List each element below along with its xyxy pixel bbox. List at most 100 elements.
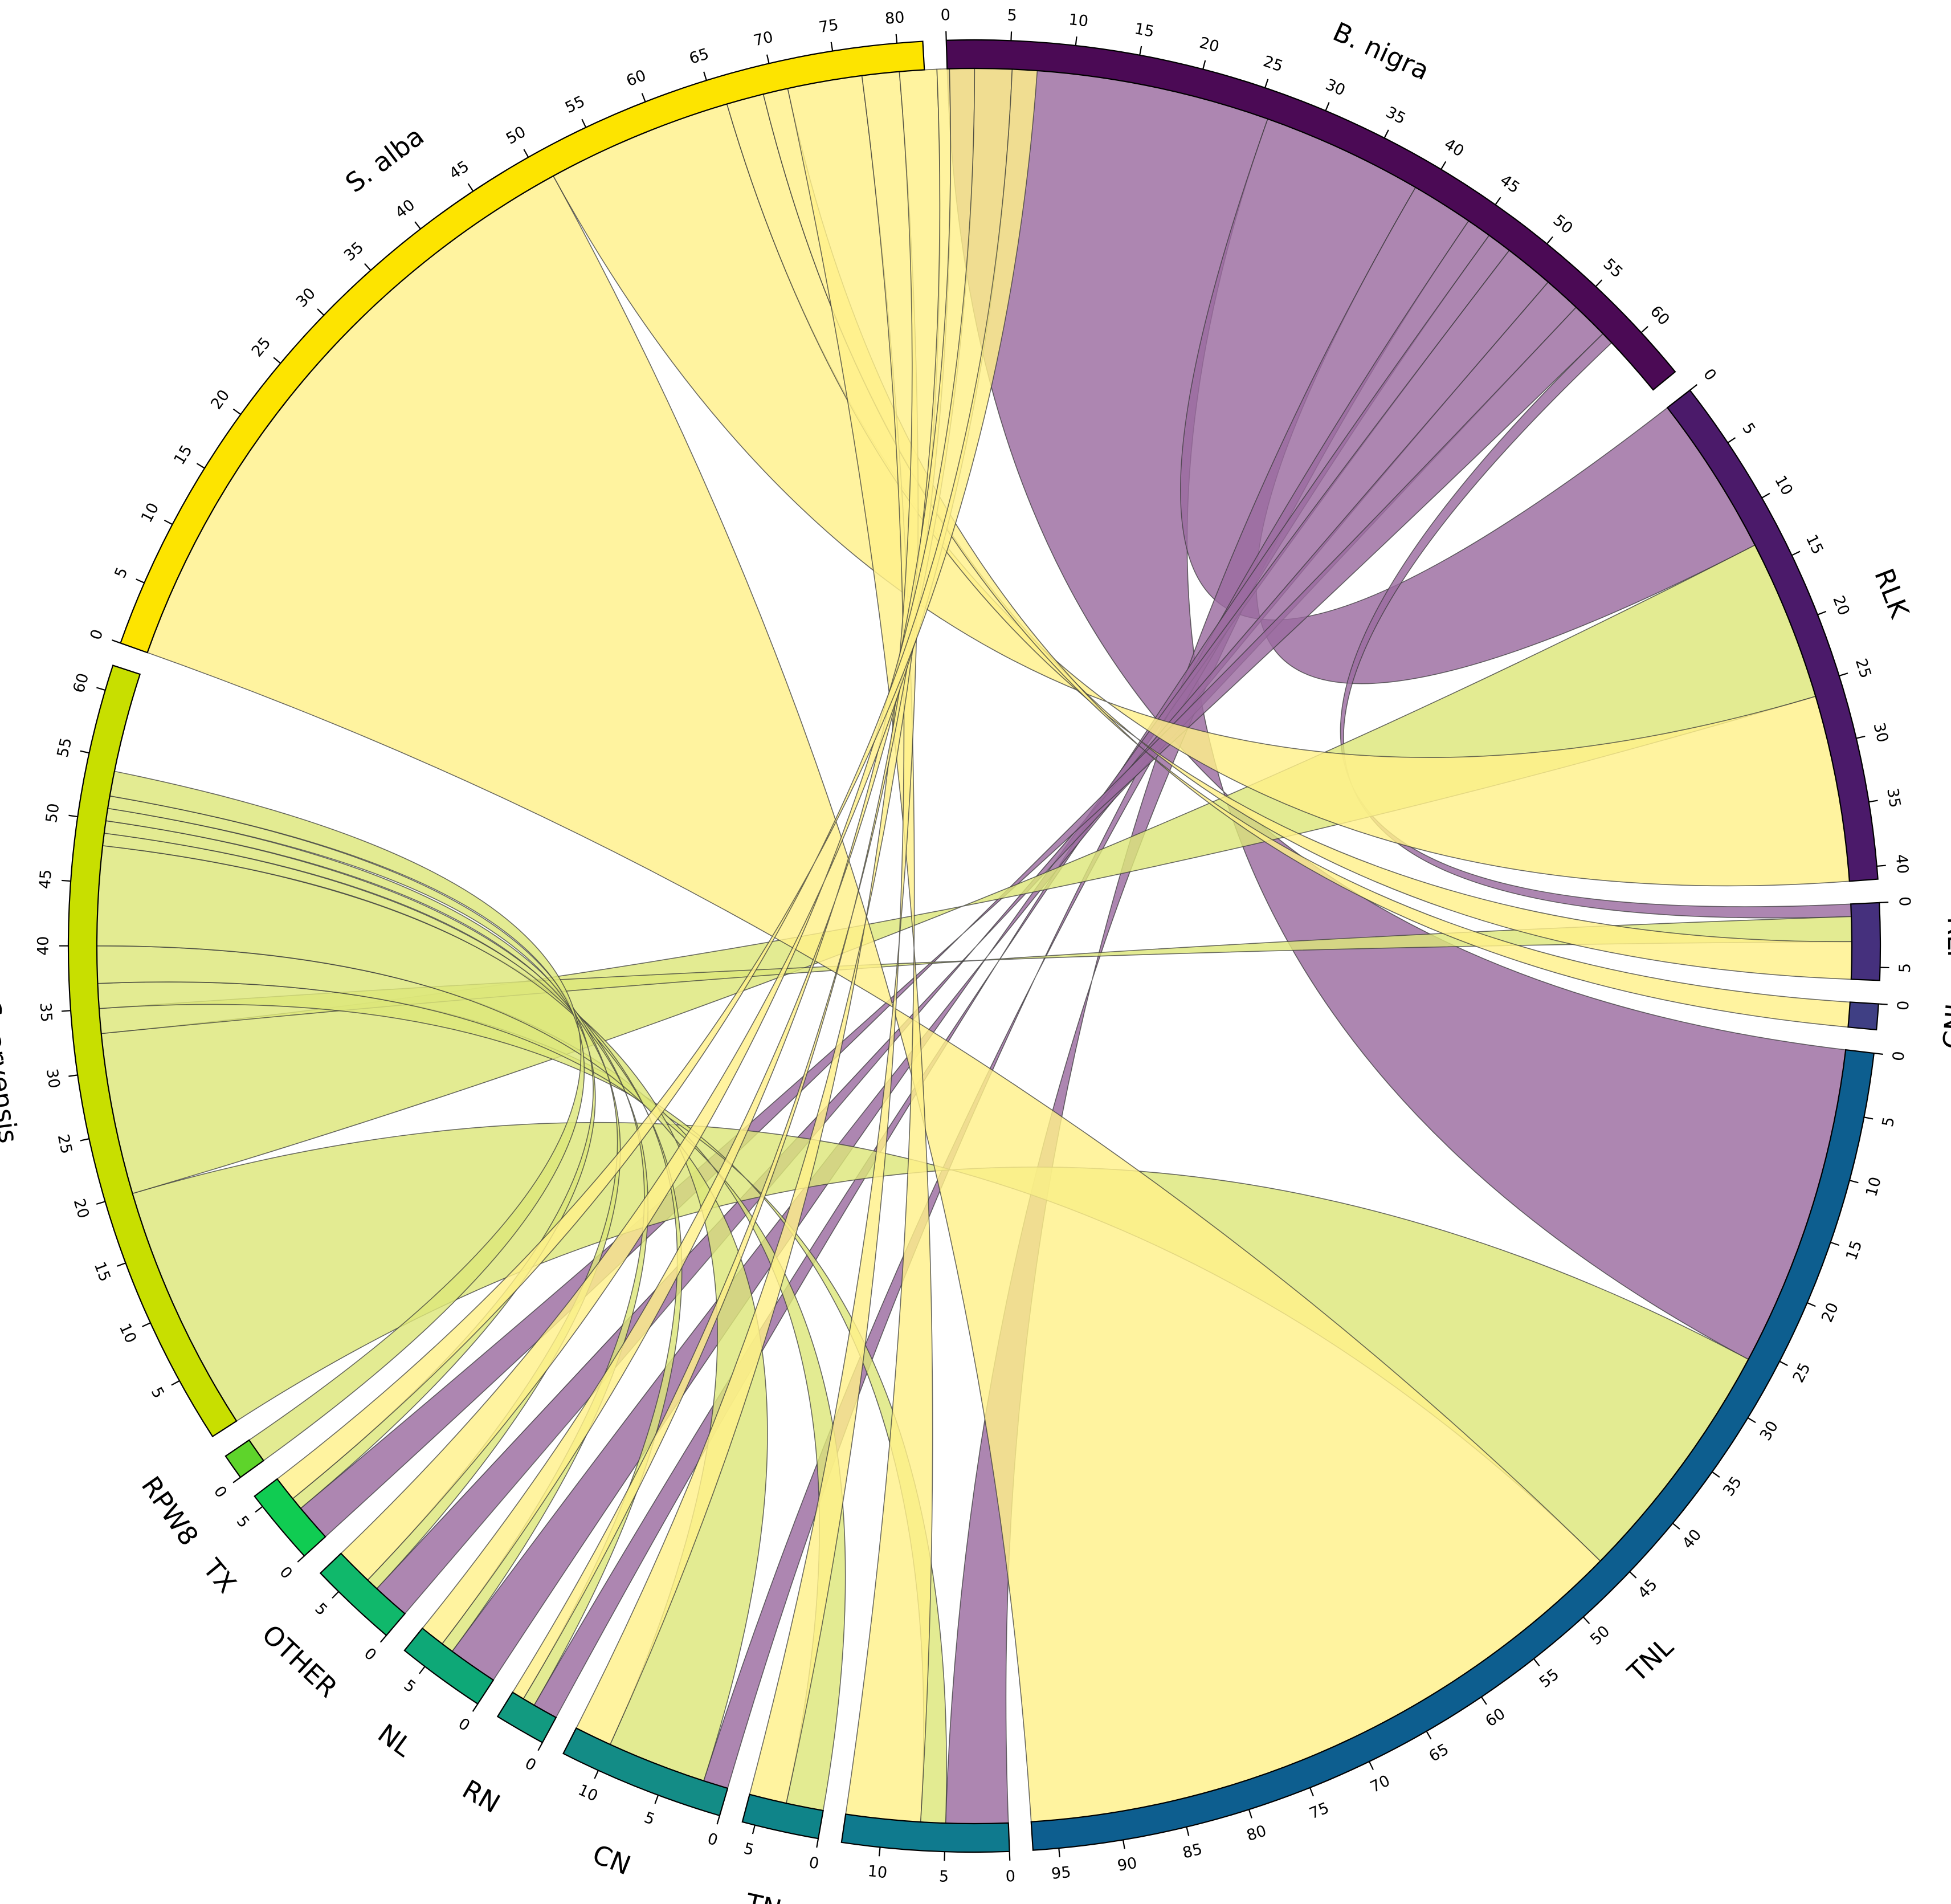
tick-rlk-35 [1868,800,1878,803]
tick-label-tn-0: 0 [807,1854,820,1873]
tick-label-tnl-75: 75 [1307,1799,1332,1823]
tick-b-nigra-50 [1546,236,1553,244]
tick-s-arvensis-35 [62,1010,71,1012]
tick-b-nigra-10 [1075,36,1077,46]
tick-s-alba-30 [317,308,325,316]
tick-tnl-65 [1426,1731,1432,1740]
tick-tn-0 [816,1838,819,1848]
tick-label-cn-10: 10 [575,1781,601,1805]
tick-cn-5 [654,1795,659,1804]
tick-label-rnl-5: 5 [938,1868,949,1886]
tick-label-rn-0: 0 [522,1755,539,1775]
tick-label-cn-0: 0 [705,1830,720,1850]
tick-label-tnl-20: 20 [1818,1300,1842,1325]
tick-label-s-alba-80: 80 [884,9,905,28]
tick-s-alba-60 [641,93,646,102]
tick-label-tx-0: 0 [276,1563,295,1583]
tick-tnl-55 [1533,1658,1540,1666]
tick-rlk-25 [1839,672,1848,676]
tick-nl-0 [472,1703,479,1712]
tick-tnl-20 [1807,1302,1816,1307]
segment-rn [496,1691,557,1744]
tick-s-alba-5 [136,578,145,584]
tick-label-cnl-0: 0 [1895,1000,1913,1011]
tick-s-arvensis-60 [96,687,106,691]
tick-label-tnl-0: 0 [1889,1050,1908,1062]
tick-label-s-alba-60: 60 [624,67,648,90]
tick-label-rlk-20: 20 [1829,593,1852,618]
tick-label-b-nigra-50: 50 [1550,211,1576,238]
group-label-cn: CN [589,1838,635,1881]
tick-label-tnl-50: 50 [1587,1622,1613,1649]
tick-cnl-0 [1878,1003,1888,1005]
segment-cnl [1847,1001,1879,1031]
tick-label-b-nigra-5: 5 [1007,7,1017,25]
tick-label-s-alba-10: 10 [138,500,162,525]
tick-label-tnl-10: 10 [1863,1175,1885,1198]
tick-other-5 [332,1591,340,1599]
tick-rlk-10 [1761,492,1770,499]
tick-label-rlk-35: 35 [1883,787,1904,809]
tick-label-tx-5: 5 [233,1512,253,1531]
tick-nl-5 [419,1666,426,1674]
tick-b-nigra-60 [1640,326,1648,333]
tick-label-b-nigra-60: 60 [1647,303,1673,329]
tick-label-tnl-15: 15 [1843,1238,1866,1263]
tick-s-alba-0 [112,639,121,644]
tick-label-s-arvensis-15: 15 [91,1259,114,1284]
tick-b-nigra-25 [1264,79,1269,88]
tick-b-nigra-20 [1202,60,1206,70]
segment-tn [741,1793,824,1840]
tick-s-arvensis-25 [80,1138,89,1141]
segment-rlp [1850,902,1881,981]
tick-tx-5 [255,1506,263,1513]
tick-tnl-10 [1849,1180,1859,1184]
tick-label-s-alba-55: 55 [562,93,587,117]
group-label-tx: TX [197,1552,242,1599]
tick-label-b-nigra-55: 55 [1599,255,1626,282]
tick-label-other-5: 5 [311,1600,330,1619]
group-label-nl: NL [372,1718,418,1763]
tick-label-s-alba-45: 45 [446,157,472,183]
tick-label-rlk-30: 30 [1870,721,1891,744]
tick-label-other-0: 0 [361,1645,379,1665]
group-label-rlp: RLP [1942,917,1951,966]
tick-tx-0 [297,1555,305,1563]
tick-label-s-alba-65: 65 [687,45,711,68]
tick-s-alba-65 [703,71,707,81]
tick-label-tnl-85: 85 [1181,1840,1204,1862]
tick-s-alba-10 [164,519,173,525]
segment-cn [562,1727,729,1817]
tick-label-rlp-0: 0 [1895,896,1913,907]
tick-tnl-0 [1874,1052,1883,1055]
tick-b-nigra-55 [1595,279,1603,287]
tick-tnl-90 [1122,1840,1125,1849]
tick-label-rnl-10: 10 [867,1862,888,1882]
tick-label-tnl-80: 80 [1244,1822,1268,1845]
tick-tnl-45 [1629,1571,1637,1579]
segment-b-nigra [945,39,1676,391]
tick-label-tnl-5: 5 [1879,1115,1899,1128]
tick-rnl-5 [944,1852,946,1861]
tick-label-s-alba-40: 40 [392,196,418,222]
segment-other [319,1552,406,1637]
tick-s-alba-35 [364,263,372,271]
tick-b-nigra-15 [1139,46,1142,55]
tick-s-arvensis-20 [96,1201,105,1205]
tick-b-nigra-45 [1495,197,1501,205]
segment-rnl [840,1813,1010,1853]
tick-s-alba-75 [830,42,834,51]
tick-s-alba-70 [766,54,770,64]
tick-label-s-arvensis-5: 5 [148,1384,168,1401]
tick-label-rnl-0: 0 [1005,1868,1015,1886]
tick-label-tn-5: 5 [742,1840,756,1859]
tick-s-arvensis-10 [142,1322,151,1327]
group-label-cnl: CNL [1937,995,1951,1050]
tick-label-b-nigra-35: 35 [1383,103,1409,128]
tick-label-tnl-95: 95 [1051,1864,1072,1883]
tick-label-rlk-40: 40 [1892,854,1912,875]
tick-cn-0 [716,1815,721,1825]
tick-s-arvensis-45 [62,879,71,882]
group-label-rlk: RLK [1868,564,1916,623]
tick-label-s-arvensis-60: 60 [70,671,92,695]
